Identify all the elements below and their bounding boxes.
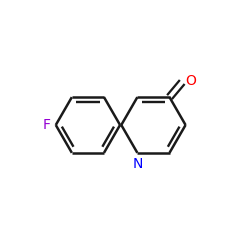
Text: N: N [132,157,142,171]
Text: F: F [42,118,50,132]
Text: O: O [185,74,196,88]
